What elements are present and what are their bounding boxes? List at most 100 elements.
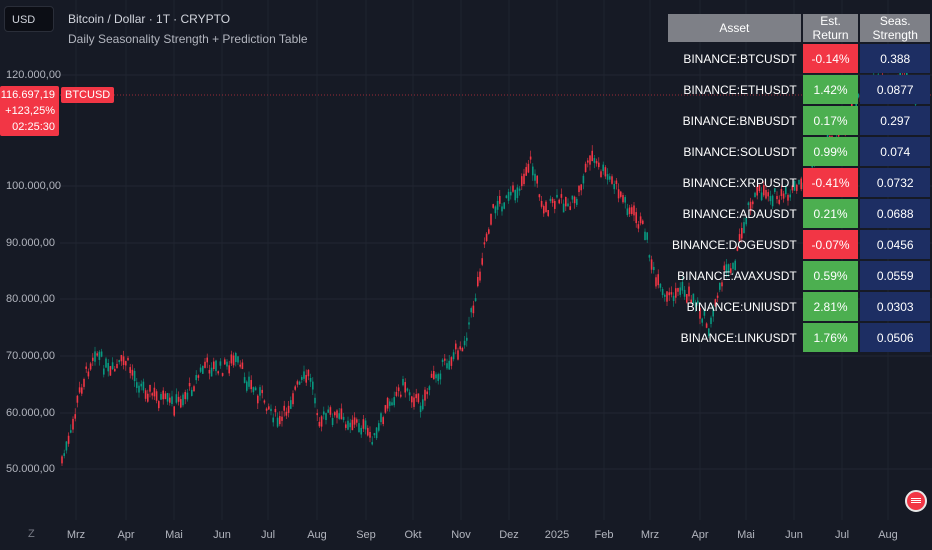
candle-body xyxy=(169,397,171,403)
candle-body xyxy=(193,386,195,392)
candle-body xyxy=(303,371,305,379)
candle-body xyxy=(186,392,189,400)
candle-body xyxy=(397,387,400,392)
price-tick-label: 120.000,00 xyxy=(6,69,62,81)
candle-body xyxy=(433,371,435,380)
candle-body xyxy=(609,176,611,180)
candle-body xyxy=(287,405,290,413)
timezone-label[interactable]: Z xyxy=(28,528,35,540)
candle-body xyxy=(455,343,457,350)
candle-body xyxy=(147,393,149,402)
candle-body xyxy=(787,194,789,201)
candle-body xyxy=(160,394,162,400)
symbol-badge: BTCUSD xyxy=(61,87,115,103)
candle-body xyxy=(754,192,756,198)
bar-countdown: 02:25:30 xyxy=(12,121,55,133)
candle-body xyxy=(353,417,356,425)
candle-body xyxy=(622,195,624,203)
candle-body xyxy=(393,397,395,406)
candle-body xyxy=(496,200,499,210)
candle-body xyxy=(719,282,721,290)
candle-body xyxy=(285,411,288,416)
price-tick-label: 60.000,00 xyxy=(6,407,55,419)
candle-body xyxy=(732,262,734,269)
us-flag-icon[interactable] xyxy=(905,490,927,512)
candle-body xyxy=(457,350,459,360)
candle-body xyxy=(470,308,472,313)
candle-body xyxy=(358,423,360,433)
candle-body xyxy=(560,194,563,198)
last-price-badge: 116.697,19 +123,25% 02:25:30 xyxy=(0,86,59,136)
candle-body xyxy=(741,228,743,239)
time-tick-label: Mrz xyxy=(640,529,660,541)
table-row: BINANCE:ETHUSDT 1.42% 0.0877 xyxy=(668,75,930,104)
candle-body xyxy=(655,277,657,287)
candle-body xyxy=(525,167,527,176)
candle-body xyxy=(734,260,736,270)
candle-body xyxy=(587,160,589,163)
candle-body xyxy=(342,416,345,420)
candle-body xyxy=(395,391,398,396)
candle-body xyxy=(582,175,585,184)
candle-body xyxy=(507,191,510,201)
candle-body xyxy=(373,433,376,436)
candle-body xyxy=(325,413,327,421)
candle-body xyxy=(565,197,567,207)
candle-body xyxy=(494,206,497,214)
indicator-title[interactable]: Daily Seasonality Strength + Prediction … xyxy=(68,32,308,46)
candle-body xyxy=(382,417,384,425)
seas-strength-cell: 0.0456 xyxy=(860,230,930,259)
candle-body xyxy=(710,317,712,324)
candle-body xyxy=(261,389,263,394)
candle-body xyxy=(672,295,675,302)
candle-body xyxy=(243,377,246,383)
candle-body xyxy=(415,394,417,399)
candle-body xyxy=(217,371,219,374)
candle-body xyxy=(301,377,303,380)
time-tick-label: Apr xyxy=(117,529,135,541)
candle-body xyxy=(573,196,576,204)
candle-body xyxy=(103,368,105,375)
candle-body xyxy=(488,229,490,234)
candle-body xyxy=(177,396,180,402)
candle-body xyxy=(485,233,488,241)
candle-body xyxy=(226,361,228,367)
candle-body xyxy=(263,400,266,403)
candle-body xyxy=(551,198,554,203)
candle-body xyxy=(631,207,633,214)
candle-body xyxy=(100,351,103,357)
candle-body xyxy=(78,387,81,393)
candle-body xyxy=(199,367,202,372)
asset-cell: BINANCE:ADAUSDT xyxy=(682,206,797,221)
candle-body xyxy=(408,392,411,396)
currency-selector[interactable]: USD xyxy=(4,6,54,32)
candle-body xyxy=(224,359,226,365)
candle-body xyxy=(600,171,602,178)
candle-body xyxy=(780,189,783,197)
candle-body xyxy=(375,427,378,439)
time-tick-label: Mrz xyxy=(66,529,86,541)
candle-body xyxy=(406,388,409,391)
table-row: BINANCE:BTCUSDT -0.14% 0.388 xyxy=(668,44,930,73)
candle-body xyxy=(195,375,197,381)
candle-body xyxy=(556,194,558,198)
candle-body xyxy=(760,192,763,201)
candle-body xyxy=(549,198,552,202)
candle-body xyxy=(668,292,670,296)
candle-body xyxy=(675,288,677,298)
candle-body xyxy=(292,393,294,405)
candle-body xyxy=(747,202,750,206)
candle-body xyxy=(653,266,655,271)
candle-body xyxy=(109,366,112,376)
asset-cell: BINANCE:UNIUSDT xyxy=(686,299,797,314)
candle-body xyxy=(562,203,565,213)
candle-body xyxy=(474,298,477,302)
candle-body xyxy=(331,417,334,425)
candle-body xyxy=(133,370,136,382)
candle-body xyxy=(118,360,120,363)
candle-body xyxy=(595,160,598,164)
candle-body xyxy=(76,395,79,403)
candle-body xyxy=(384,405,387,413)
candle-body xyxy=(646,232,648,240)
